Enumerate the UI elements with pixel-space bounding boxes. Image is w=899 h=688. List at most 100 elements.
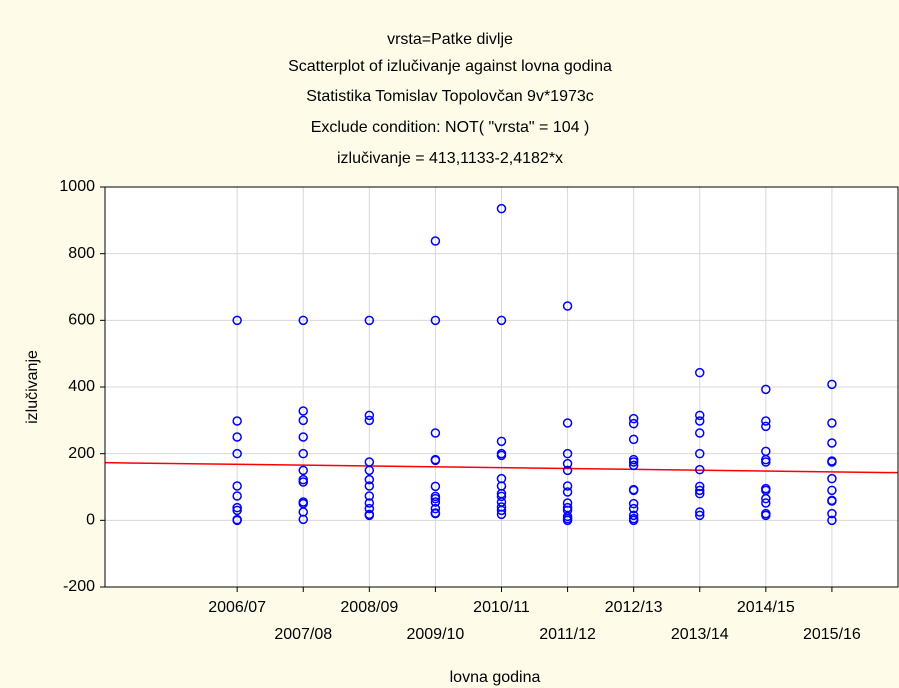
point [827, 379, 837, 390]
x-tick-label: 2010/11 [473, 599, 530, 616]
point [827, 473, 837, 484]
plot-border [104, 186, 899, 588]
point [298, 448, 308, 459]
point [695, 464, 705, 475]
point [364, 491, 375, 501]
point [232, 416, 242, 426]
point [298, 315, 308, 326]
point [761, 384, 771, 395]
point [695, 488, 705, 499]
point [496, 491, 507, 502]
chart-title: vrsta=Patke divlje [387, 31, 513, 48]
y-axis-label: izlučivanje [24, 350, 41, 424]
point [562, 465, 573, 476]
point [562, 301, 573, 311]
point [695, 507, 705, 517]
point [364, 510, 375, 521]
point [695, 428, 705, 438]
y-tick-label: -200 [63, 578, 95, 595]
point [232, 481, 242, 491]
point [430, 493, 441, 504]
point [761, 457, 771, 467]
point [827, 496, 837, 506]
point [827, 418, 837, 428]
point [298, 432, 308, 442]
point [562, 515, 573, 526]
point [232, 448, 242, 459]
point [761, 416, 771, 426]
point [761, 510, 771, 521]
point [232, 491, 242, 501]
point [695, 367, 705, 378]
point [232, 315, 242, 326]
point [496, 505, 507, 516]
point [562, 418, 573, 428]
point [232, 505, 242, 516]
point [364, 415, 375, 426]
point [298, 514, 308, 525]
point [761, 498, 771, 508]
point [232, 432, 242, 442]
point [562, 458, 573, 469]
point [430, 236, 441, 246]
subtitle: Statistika Tomislav Topolovčan 9v*1973c [306, 88, 594, 105]
point [364, 465, 375, 476]
point [628, 413, 639, 424]
x-tick-label: 2014/15 [737, 599, 795, 616]
point [827, 508, 837, 519]
point [562, 487, 573, 497]
point [496, 450, 507, 461]
point [628, 418, 639, 429]
point [827, 456, 837, 466]
x-tick-label: 2012/13 [605, 599, 663, 616]
subtitle: Scatterplot of izlučivanje against lovna… [288, 58, 612, 75]
point [364, 481, 375, 491]
y-tick-label: 400 [68, 378, 95, 395]
point [628, 460, 639, 471]
point [628, 498, 639, 509]
point [496, 436, 507, 447]
point [695, 485, 705, 496]
point [430, 503, 441, 514]
point [695, 448, 705, 459]
x-tick-label: 2009/10 [406, 626, 464, 643]
point [430, 497, 441, 507]
point [496, 203, 507, 214]
point [628, 485, 639, 496]
point [628, 457, 639, 467]
point [298, 415, 308, 426]
point [364, 410, 375, 421]
trend-line [104, 461, 899, 474]
point [364, 503, 375, 514]
point [628, 503, 639, 514]
y-tick-label: 200 [68, 445, 95, 462]
point [298, 406, 308, 416]
point [628, 510, 639, 521]
point [628, 434, 639, 445]
x-tick-label: 2015/16 [803, 626, 861, 643]
point [562, 448, 573, 459]
point [364, 315, 375, 326]
point [496, 315, 507, 326]
point [761, 493, 771, 504]
point [430, 508, 441, 519]
x-tick-label: 2007/08 [274, 626, 332, 643]
point [695, 510, 705, 521]
point [430, 455, 441, 466]
point [562, 481, 573, 491]
point [827, 438, 837, 448]
y-tick-label: 1000 [59, 178, 95, 195]
y-tick-label: 800 [68, 245, 95, 262]
point [827, 485, 837, 496]
point [496, 509, 507, 520]
point [695, 416, 705, 426]
point [761, 421, 771, 432]
x-tick-label: 2013/14 [671, 626, 729, 643]
y-tick-label: 0 [86, 512, 95, 529]
x-axis-label: lovna godina [450, 669, 541, 686]
point [232, 514, 242, 525]
point [430, 481, 441, 492]
point [628, 515, 639, 526]
point [430, 428, 441, 438]
subtitle: izlučivanje = 413,1133-2,4182*x [337, 150, 563, 167]
